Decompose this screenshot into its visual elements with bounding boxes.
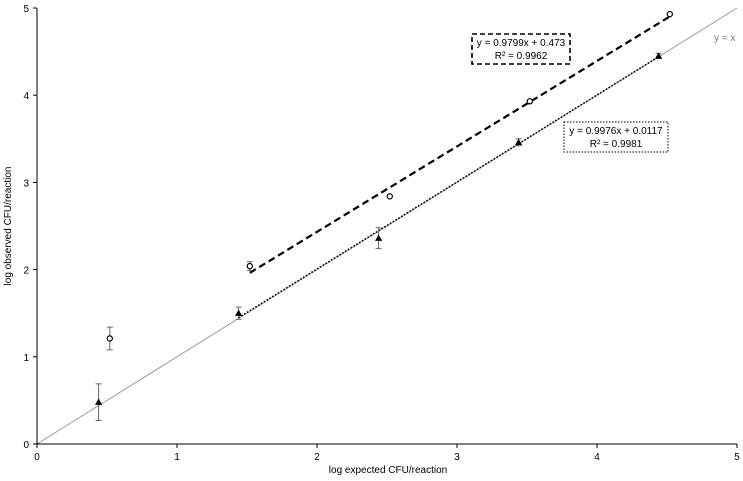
data-point-circle xyxy=(106,335,114,342)
data-point-triangle xyxy=(235,309,243,316)
data-point-circle xyxy=(526,98,534,105)
fit-1-r2: R² = 0.9962 xyxy=(495,51,548,62)
data-point-triangle xyxy=(375,234,383,241)
data-point-triangle xyxy=(515,138,523,145)
y-tick-label: 0 xyxy=(23,440,29,451)
fit-2-annotation: y = 0.9976x + 0.0117 R² = 0.9981 xyxy=(563,121,669,153)
data-point-circle xyxy=(666,10,674,18)
plot-area: 0 1 2 3 4 5 0 1 2 3 4 5 xyxy=(23,4,740,463)
y-axis-title: log observed CFU/reaction xyxy=(3,167,14,286)
y-tick-label: 3 xyxy=(23,178,29,189)
x-tick-label: 0 xyxy=(34,452,40,463)
data-point-triangle xyxy=(655,52,663,59)
data-point-circle xyxy=(246,262,253,270)
fit-1-equation: y = 0.9799x + 0.473 xyxy=(477,38,566,49)
x-tick-label: 3 xyxy=(454,452,460,463)
x-tick-label: 4 xyxy=(594,452,600,463)
fit-2-equation: y = 0.9976x + 0.0117 xyxy=(569,126,663,137)
reference-line-label: y = x xyxy=(714,33,735,44)
fit-2-annotation-box xyxy=(563,121,669,153)
y-tick-label: 1 xyxy=(23,353,29,364)
x-tick-label: 2 xyxy=(314,452,320,463)
fit-2-r2: R² = 0.9981 xyxy=(590,139,643,150)
fit-1-trendline xyxy=(249,15,671,274)
data-point-triangle xyxy=(95,398,103,405)
x-tick-label: 1 xyxy=(174,452,180,463)
y-tick-label: 5 xyxy=(23,4,29,15)
fit-1-annotation: y = 0.9799x + 0.473 R² = 0.9962 xyxy=(471,33,571,65)
fit-1-annotation-box xyxy=(471,33,571,65)
y-tick-label: 2 xyxy=(23,266,29,277)
y-tick-label: 4 xyxy=(23,91,29,102)
data-point-circle xyxy=(386,193,393,200)
x-axis-title: log expected CFU/reaction xyxy=(329,465,447,476)
x-tick-label: 5 xyxy=(734,452,740,463)
